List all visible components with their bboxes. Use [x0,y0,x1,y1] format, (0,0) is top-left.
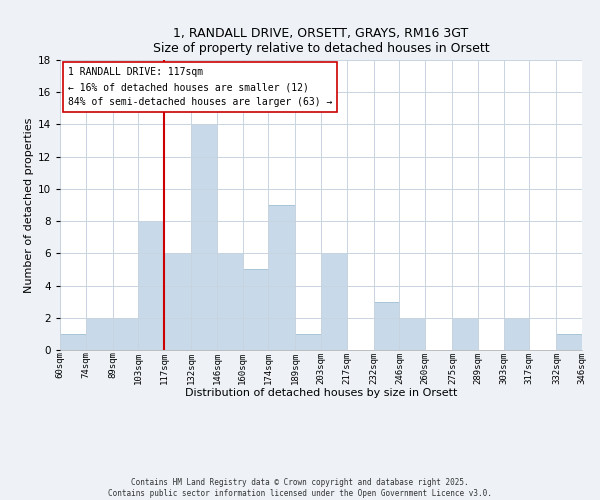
Bar [60,334,86,350]
Bar [242,270,268,350]
Bar [268,205,295,350]
Title: 1, RANDALL DRIVE, ORSETT, GRAYS, RM16 3GT
Size of property relative to detached : 1, RANDALL DRIVE, ORSETT, GRAYS, RM16 3G… [152,26,490,54]
Bar [295,334,321,350]
Bar [452,318,478,350]
Text: 1 RANDALL DRIVE: 117sqm
← 16% of detached houses are smaller (12)
84% of semi-de: 1 RANDALL DRIVE: 117sqm ← 16% of detache… [68,67,332,107]
Bar [556,334,582,350]
Bar [321,254,347,350]
Text: Contains HM Land Registry data © Crown copyright and database right 2025.
Contai: Contains HM Land Registry data © Crown c… [108,478,492,498]
Bar [191,124,217,350]
Bar [86,318,113,350]
Y-axis label: Number of detached properties: Number of detached properties [23,118,34,292]
Bar [139,221,164,350]
Bar [164,254,191,350]
Bar [217,254,242,350]
Bar [400,318,425,350]
Bar [503,318,529,350]
Bar [113,318,139,350]
Bar [374,302,400,350]
X-axis label: Distribution of detached houses by size in Orsett: Distribution of detached houses by size … [185,388,457,398]
